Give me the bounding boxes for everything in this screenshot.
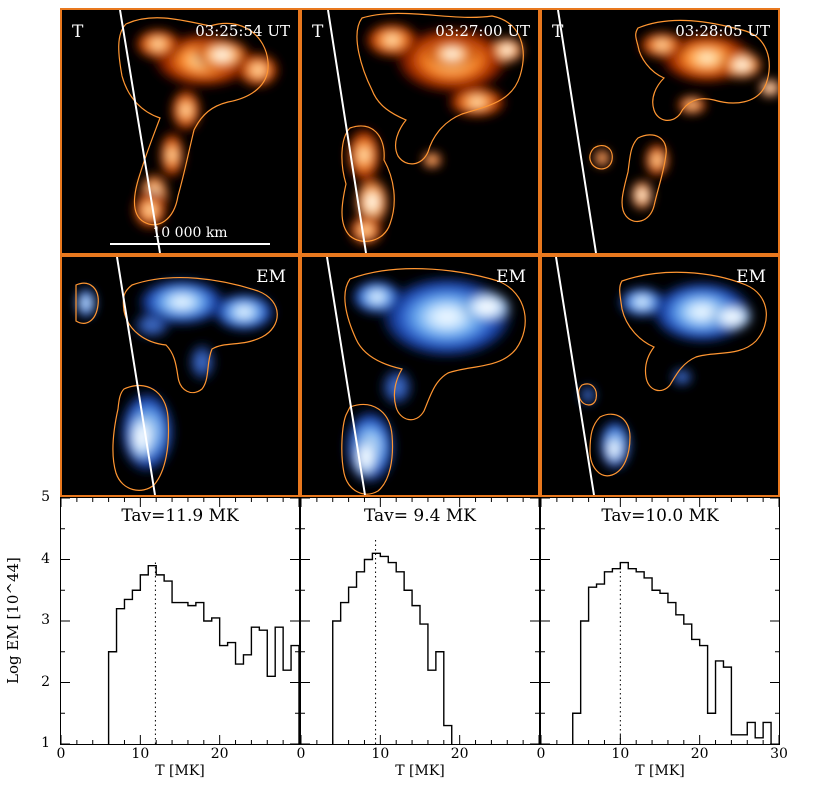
em-map-panel-2: EM <box>300 255 540 497</box>
x-axis-label: T [MK] <box>635 763 685 779</box>
histogram-panel-3: Tav=10.0 MK 0 10 20 30 T [MK] <box>536 497 788 793</box>
x-axis-label: T [MK] <box>155 763 205 779</box>
limb-line <box>119 10 161 253</box>
x-tick-label: 0 <box>536 746 546 762</box>
contour-line <box>589 413 631 477</box>
timestamp-label: 03:27:00 UT <box>435 22 530 40</box>
x-tick-labels: 0 10 20 30 <box>536 746 788 762</box>
x-tick-label: 20 <box>210 746 229 762</box>
y-tick-label: 3 <box>41 612 50 628</box>
timestamp-label: 03:25:54 UT <box>195 22 290 40</box>
x-tick-label: 20 <box>690 746 709 762</box>
x-tick-label: 10 <box>131 746 150 762</box>
contour-line <box>341 403 394 495</box>
contour-line <box>122 277 278 394</box>
limb-line <box>555 257 595 495</box>
x-tick-labels: 0 10 20 <box>56 746 300 762</box>
y-tick-label: 4 <box>41 550 50 567</box>
t-map-panel-1: T 03:25:54 UT 10 000 km <box>60 8 300 255</box>
panel-label: T <box>72 22 84 42</box>
scale-bar: 10 000 km <box>110 225 270 245</box>
x-axis-label: T [MK] <box>395 763 445 779</box>
t-map-image-3 <box>542 10 778 253</box>
x-tick-label: 10 <box>371 746 390 762</box>
contour-line <box>578 383 597 406</box>
contour-line <box>619 271 767 392</box>
panel-label: EM <box>496 267 526 287</box>
panel-label: T <box>552 22 564 42</box>
limb-line <box>557 10 597 253</box>
chart-title: Tav= 9.4 MK <box>364 506 476 526</box>
contour-line <box>75 282 99 324</box>
contour-line <box>621 134 667 223</box>
x-tick-label: 0 <box>56 746 66 762</box>
histogram-plot-3 <box>540 497 780 745</box>
y-tick-label: 2 <box>41 673 50 690</box>
em-map-image-2 <box>302 257 538 495</box>
contour-line <box>118 17 269 226</box>
histogram-panel-1: Tav=11.9 MK 0 10 20 T [MK] <box>56 497 300 793</box>
t-map-panel-3: T 03:28:05 UT <box>540 8 780 255</box>
t-map-panel-2: T 03:27:00 UT <box>300 8 540 255</box>
panel-label: T <box>312 22 324 42</box>
em-map-image-1 <box>62 257 298 495</box>
t-map-image-1 <box>62 10 298 253</box>
histogram-plot-1 <box>60 497 300 745</box>
timestamp-label: 03:28:05 UT <box>675 22 770 40</box>
y-tick-label: 5 <box>41 489 50 505</box>
chart-title: Tav=10.0 MK <box>601 506 719 526</box>
contour-line <box>635 19 770 121</box>
histogram-plot-2 <box>300 497 540 745</box>
panel-label: EM <box>736 267 766 287</box>
x-tick-label: 0 <box>296 746 306 762</box>
limb-line <box>116 257 156 495</box>
em-map-panel-3: EM <box>540 255 780 497</box>
y-tick-label: 1 <box>41 735 50 751</box>
limb-line <box>326 257 366 495</box>
panel-label: EM <box>256 267 286 287</box>
x-tick-label: 10 <box>611 746 630 762</box>
contour-line <box>112 384 170 491</box>
scale-bar-line <box>110 243 270 245</box>
em-map-image-3 <box>542 257 778 495</box>
scale-bar-label: 10 000 km <box>152 225 228 241</box>
x-tick-labels: 0 10 20 <box>296 746 540 762</box>
x-tick-label: 20 <box>450 746 469 762</box>
t-map-image-2 <box>302 10 538 253</box>
contour-line <box>344 268 526 421</box>
y-tick-labels: 1 2 3 4 5 <box>0 489 56 751</box>
em-map-panel-1: EM <box>60 255 300 497</box>
limb-line <box>327 10 367 253</box>
contour-line <box>589 145 613 170</box>
chart-title: Tav=11.9 MK <box>121 506 239 526</box>
contour-line <box>341 125 395 242</box>
contour-line <box>356 12 524 165</box>
histogram-panel-2: Tav= 9.4 MK 0 10 20 T [MK] <box>296 497 540 793</box>
x-tick-label: 30 <box>770 746 788 762</box>
